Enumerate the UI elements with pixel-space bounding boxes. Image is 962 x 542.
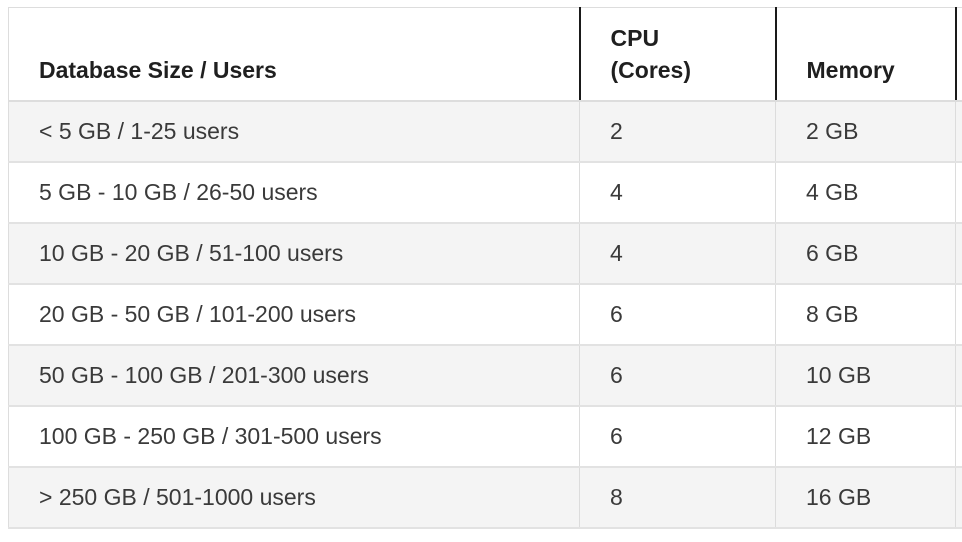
header-row: Database Size / Users CPU (Cores) Memory (8, 7, 962, 102)
cell-size-users: 100 GB - 250 GB / 301-500 users (8, 405, 580, 468)
cell-overflow (955, 466, 962, 529)
cell-size-users: < 5 GB / 1-25 users (8, 100, 580, 163)
cell-overflow (955, 222, 962, 285)
table-row: 100 GB - 250 GB / 301-500 users 6 12 GB (8, 405, 962, 468)
table-row: > 250 GB / 501-1000 users 8 16 GB (8, 466, 962, 529)
cell-overflow (955, 161, 962, 224)
cell-memory: 16 GB (775, 466, 956, 529)
cell-size-users: 50 GB - 100 GB / 201-300 users (8, 344, 580, 407)
header-cpu-line2: (Cores) (610, 56, 692, 83)
cell-memory: 8 GB (775, 283, 956, 346)
header-size-users: Database Size / Users (8, 7, 580, 102)
header-overflow-cell (955, 7, 962, 102)
header-cpu: CPU (Cores) (578, 7, 776, 102)
cell-cpu: 6 (579, 283, 776, 346)
cell-overflow (955, 405, 962, 468)
cell-size-users: 10 GB - 20 GB / 51-100 users (8, 222, 580, 285)
cell-cpu: 6 (579, 405, 776, 468)
table-header: Database Size / Users CPU (Cores) Memory (8, 7, 962, 102)
table-row: 5 GB - 10 GB / 26-50 users 4 4 GB (8, 161, 962, 224)
cell-size-users: 5 GB - 10 GB / 26-50 users (8, 161, 580, 224)
cell-overflow (955, 283, 962, 346)
cell-cpu: 2 (579, 100, 776, 163)
cell-size-users: > 250 GB / 501-1000 users (8, 466, 580, 529)
cell-memory: 4 GB (775, 161, 956, 224)
table-row: 20 GB - 50 GB / 101-200 users 6 8 GB (8, 283, 962, 346)
table-row: < 5 GB / 1-25 users 2 2 GB (8, 100, 962, 163)
cell-memory: 2 GB (775, 100, 956, 163)
header-cpu-line1: CPU (610, 24, 660, 51)
table-row: 50 GB - 100 GB / 201-300 users 6 10 GB (8, 344, 962, 407)
table-row: 10 GB - 20 GB / 51-100 users 4 6 GB (8, 222, 962, 285)
cell-memory: 10 GB (775, 344, 956, 407)
cell-memory: 12 GB (775, 405, 956, 468)
cell-cpu: 4 (579, 222, 776, 285)
cell-memory: 6 GB (775, 222, 956, 285)
header-memory: Memory (774, 7, 957, 102)
cell-cpu: 6 (579, 344, 776, 407)
cell-cpu: 8 (579, 466, 776, 529)
cell-overflow (955, 100, 962, 163)
table-body: < 5 GB / 1-25 users 2 2 GB 5 GB - 10 GB … (8, 100, 962, 529)
cell-overflow (955, 344, 962, 407)
cell-cpu: 4 (579, 161, 776, 224)
hardware-requirements-table: Database Size / Users CPU (Cores) Memory… (8, 7, 962, 529)
cell-size-users: 20 GB - 50 GB / 101-200 users (8, 283, 580, 346)
